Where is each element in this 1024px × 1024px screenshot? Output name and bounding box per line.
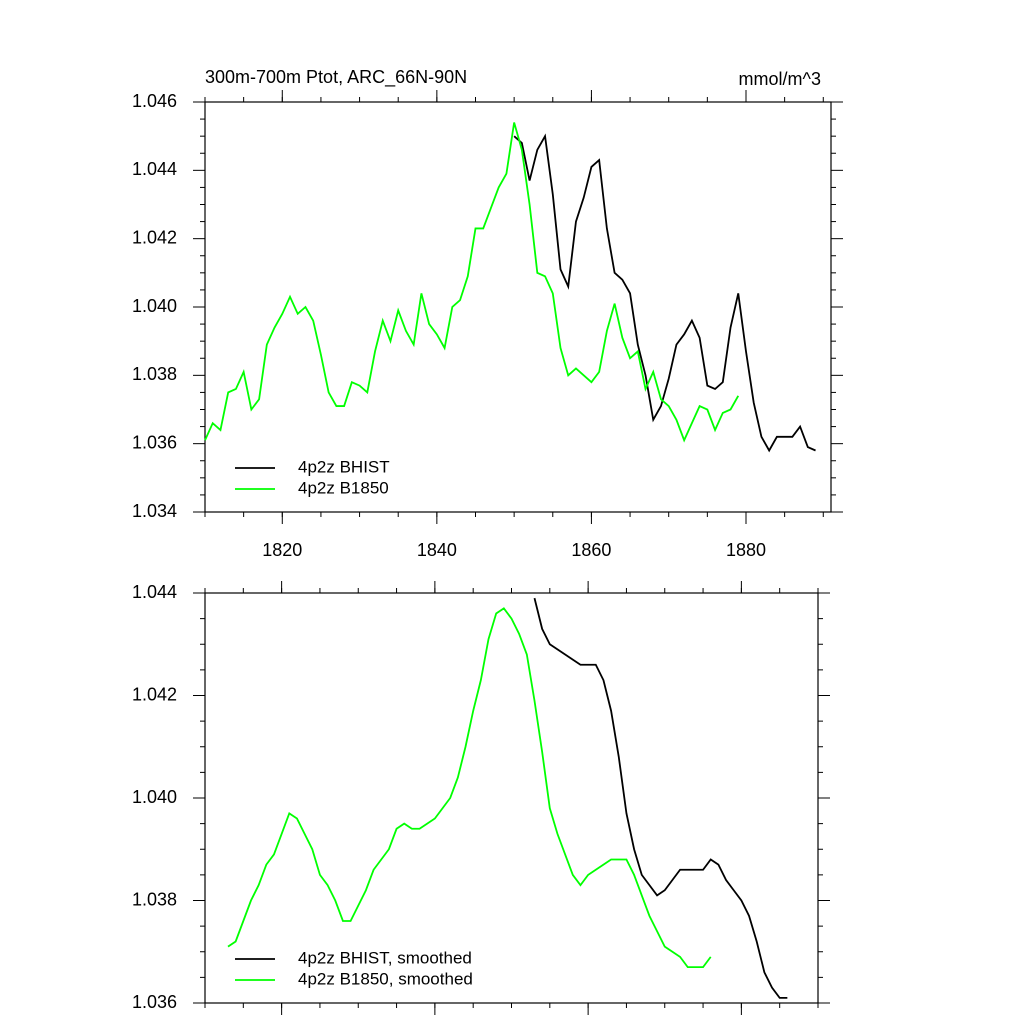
legend-label: 4p2z BHIST [298, 457, 390, 476]
y-tick-label: 1.034 [132, 501, 177, 521]
legend-label: 4p2z BHIST, smoothed [298, 948, 472, 967]
data-line [533, 597, 788, 999]
plot-frame [204, 592, 819, 1004]
y-tick-label: 1.036 [132, 432, 177, 452]
x-tick-label: 1880 [726, 540, 766, 560]
y-tick-label: 1.046 [132, 91, 177, 111]
y-tick-label: 1.038 [132, 364, 177, 384]
chart-title: 300m-700m Ptot, ARC_66N-90N [205, 67, 467, 88]
y-tick-label: 1.042 [132, 227, 177, 247]
y-tick-label: 1.042 [132, 684, 177, 704]
x-tick-label: 1860 [571, 540, 611, 560]
plot-frame [204, 101, 832, 513]
data-line [227, 607, 712, 969]
data-line [204, 122, 740, 443]
y-tick-label: 1.044 [132, 159, 177, 179]
y-tick-label: 1.040 [132, 787, 177, 807]
x-tick-label: 1840 [417, 540, 457, 560]
legend-label: 4p2z B1850 [298, 478, 389, 497]
x-tick-label: 1820 [262, 540, 302, 560]
y-tick-label: 1.036 [132, 992, 177, 1012]
y-tick-label: 1.044 [132, 582, 177, 602]
y-tick-label: 1.038 [132, 889, 177, 909]
legend-label: 4p2z B1850, smoothed [298, 969, 473, 988]
units-label: mmol/m^3 [739, 69, 821, 89]
data-line [513, 133, 816, 453]
y-tick-label: 1.040 [132, 296, 177, 316]
